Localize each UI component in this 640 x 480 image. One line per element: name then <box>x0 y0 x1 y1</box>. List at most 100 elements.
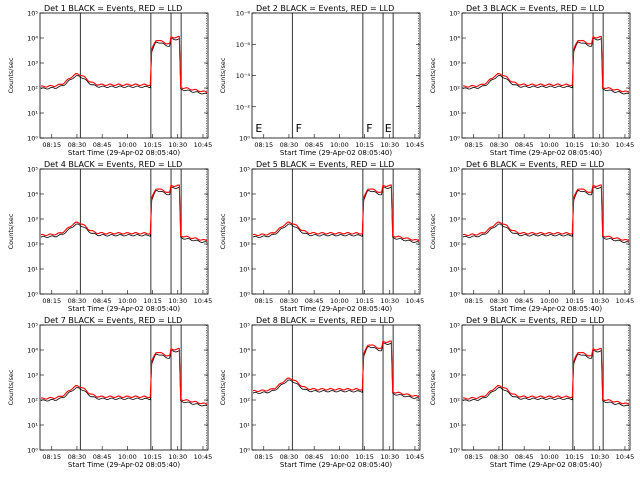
x-axis-label: Start Time (29-Apr-02 08:05:40) <box>490 461 602 469</box>
y-tick-label: 10² <box>239 241 250 249</box>
x-tick-label: 10:15 <box>565 141 584 149</box>
panel-title: Det 2 BLACK = Events, RED = LLD <box>256 4 394 13</box>
x-tick-label: 10:15 <box>565 453 584 461</box>
y-tick-label: 10⁵ <box>27 166 38 174</box>
y-tick-label: 10⁵ <box>449 10 460 18</box>
plot-frame <box>251 168 421 295</box>
y-axis-label: Counts/sec <box>429 369 437 405</box>
x-tick-label: 10:00 <box>330 297 349 305</box>
y-tick-label: 10⁰ <box>27 291 38 299</box>
x-tick-label: 08:45 <box>305 453 324 461</box>
x-tick-label: 08:45 <box>515 453 534 461</box>
x-tick-label: 08:15 <box>254 141 273 149</box>
x-tick-label: 10:15 <box>355 297 374 305</box>
x-tick-label: 08:15 <box>254 453 273 461</box>
y-tick-label: 10⁴ <box>239 347 250 355</box>
x-tick-label: 10:30 <box>590 297 609 305</box>
y-tick-label: 10³ <box>27 60 38 68</box>
panel-det-3: Det 3 BLACK = Events, RED = LLD 10⁰ 10¹ 10²… <box>429 4 634 157</box>
x-tick-label: 10:45 <box>616 297 635 305</box>
y-tick-label: 10³ <box>449 216 460 224</box>
series-line-lld <box>252 340 420 398</box>
y-tick-label: 10⁻⁶ <box>236 41 251 49</box>
x-tick-label: 10:15 <box>355 453 374 461</box>
y-tick-label: 10² <box>449 85 460 93</box>
panel-title: Det 3 BLACK = Events, RED = LLD <box>466 4 604 13</box>
x-tick-label: 10:30 <box>380 141 399 149</box>
y-axis-label: Counts/sec <box>219 369 227 405</box>
series-line-lld <box>462 347 630 406</box>
y-tick-label: 10⁴ <box>27 347 38 355</box>
x-tick-label: 10:30 <box>380 453 399 461</box>
y-tick-label: 10⁴ <box>449 347 460 355</box>
x-tick-label: 10:00 <box>540 297 559 305</box>
x-tick-label: 10:30 <box>168 141 187 149</box>
y-tick-label: 10⁵ <box>27 10 38 18</box>
series-line-lld <box>40 184 208 242</box>
plot-frame <box>39 168 209 295</box>
x-tick-label: 10:45 <box>194 141 213 149</box>
y-tick-label: 10⁰ <box>449 447 460 455</box>
x-axis-label: Start Time (29-Apr-02 08:05:40) <box>280 461 392 469</box>
y-tick-label: 10⁴ <box>27 191 38 199</box>
x-tick-label: 08:15 <box>464 453 483 461</box>
panel-title: Det 8 BLACK = Events, RED = LLD <box>256 316 394 325</box>
x-axis-label: Start Time (29-Apr-02 08:05:40) <box>490 305 602 313</box>
panel-det-7: Det 7 BLACK = Events, RED = LLD 10⁰ 10¹ 10²… <box>7 316 212 469</box>
y-tick-label: 10⁰ <box>27 447 38 455</box>
x-tick-label: 08:30 <box>280 453 299 461</box>
x-tick-label: 08:15 <box>42 453 61 461</box>
y-tick-label: 10⁰ <box>449 291 460 299</box>
x-tick-label: 08:30 <box>280 141 299 149</box>
series-line-lld <box>40 35 208 94</box>
y-axis-label: Counts/sec <box>219 57 227 93</box>
panel-det-1: Det 1 BLACK = Events, RED = LLD 10⁰ 10¹ 10²… <box>7 4 212 157</box>
marker-letter: E <box>255 122 262 135</box>
y-tick-label: 10⁰ <box>27 135 38 143</box>
y-tick-label: 10² <box>27 397 38 405</box>
x-tick-label: 10:15 <box>143 297 162 305</box>
y-axis-label: Counts/sec <box>7 57 15 93</box>
y-tick-label: 10¹ <box>239 266 250 274</box>
marker-letter: E <box>385 122 392 135</box>
x-tick-label: 10:00 <box>540 141 559 149</box>
y-tick-label: 10⁻² <box>236 103 251 111</box>
panel-title: Det 6 BLACK = Events, RED = LLD <box>466 160 604 169</box>
y-tick-label: 10¹ <box>239 422 250 430</box>
plot-frame <box>461 324 631 451</box>
y-tick-label: 10⁵ <box>239 166 250 174</box>
plot-frame <box>39 324 209 451</box>
panel-det-8: Det 8 BLACK = Events, RED = LLD 10⁰ 10¹ 10²… <box>219 316 424 469</box>
marker-letter: F <box>296 122 302 135</box>
y-axis-label: Counts/sec <box>7 369 15 405</box>
series-line-lld <box>462 184 630 242</box>
series-line-lld <box>462 35 630 94</box>
x-tick-label: 08:45 <box>93 453 112 461</box>
y-tick-label: 10⁰ <box>239 447 250 455</box>
x-tick-label: 10:30 <box>168 297 187 305</box>
panel-title: Det 9 BLACK = Events, RED = LLD <box>466 316 604 325</box>
x-tick-label: 10:30 <box>380 297 399 305</box>
y-tick-label: 10⁴ <box>449 35 460 43</box>
x-tick-label: 10:15 <box>143 141 162 149</box>
x-tick-label: 08:45 <box>515 297 534 305</box>
y-tick-label: 10¹ <box>449 266 460 274</box>
y-tick-label: 10³ <box>449 60 460 68</box>
x-tick-label: 08:15 <box>464 297 483 305</box>
x-axis-label: Start Time (29-Apr-02 08:05:40) <box>490 149 602 157</box>
y-tick-label: 10³ <box>239 216 250 224</box>
x-tick-label: 08:15 <box>42 297 61 305</box>
y-tick-label: 10⁵ <box>27 322 38 330</box>
panel-det-4: Det 4 BLACK = Events, RED = LLD 10⁰ 10¹ 10²… <box>7 160 212 313</box>
y-tick-label: 10² <box>239 397 250 405</box>
x-tick-label: 08:30 <box>490 297 509 305</box>
y-tick-label: 10⁰ <box>239 135 250 143</box>
marker-letter: F <box>366 122 372 135</box>
y-tick-label: 10⁵ <box>449 166 460 174</box>
x-tick-label: 10:45 <box>406 453 425 461</box>
y-tick-label: 10¹ <box>449 110 460 118</box>
panel-title: Det 1 BLACK = Events, RED = LLD <box>44 4 182 13</box>
y-tick-label: 10¹ <box>27 110 38 118</box>
x-tick-label: 08:30 <box>490 453 509 461</box>
x-axis-label: Start Time (29-Apr-02 08:05:40) <box>280 149 392 157</box>
